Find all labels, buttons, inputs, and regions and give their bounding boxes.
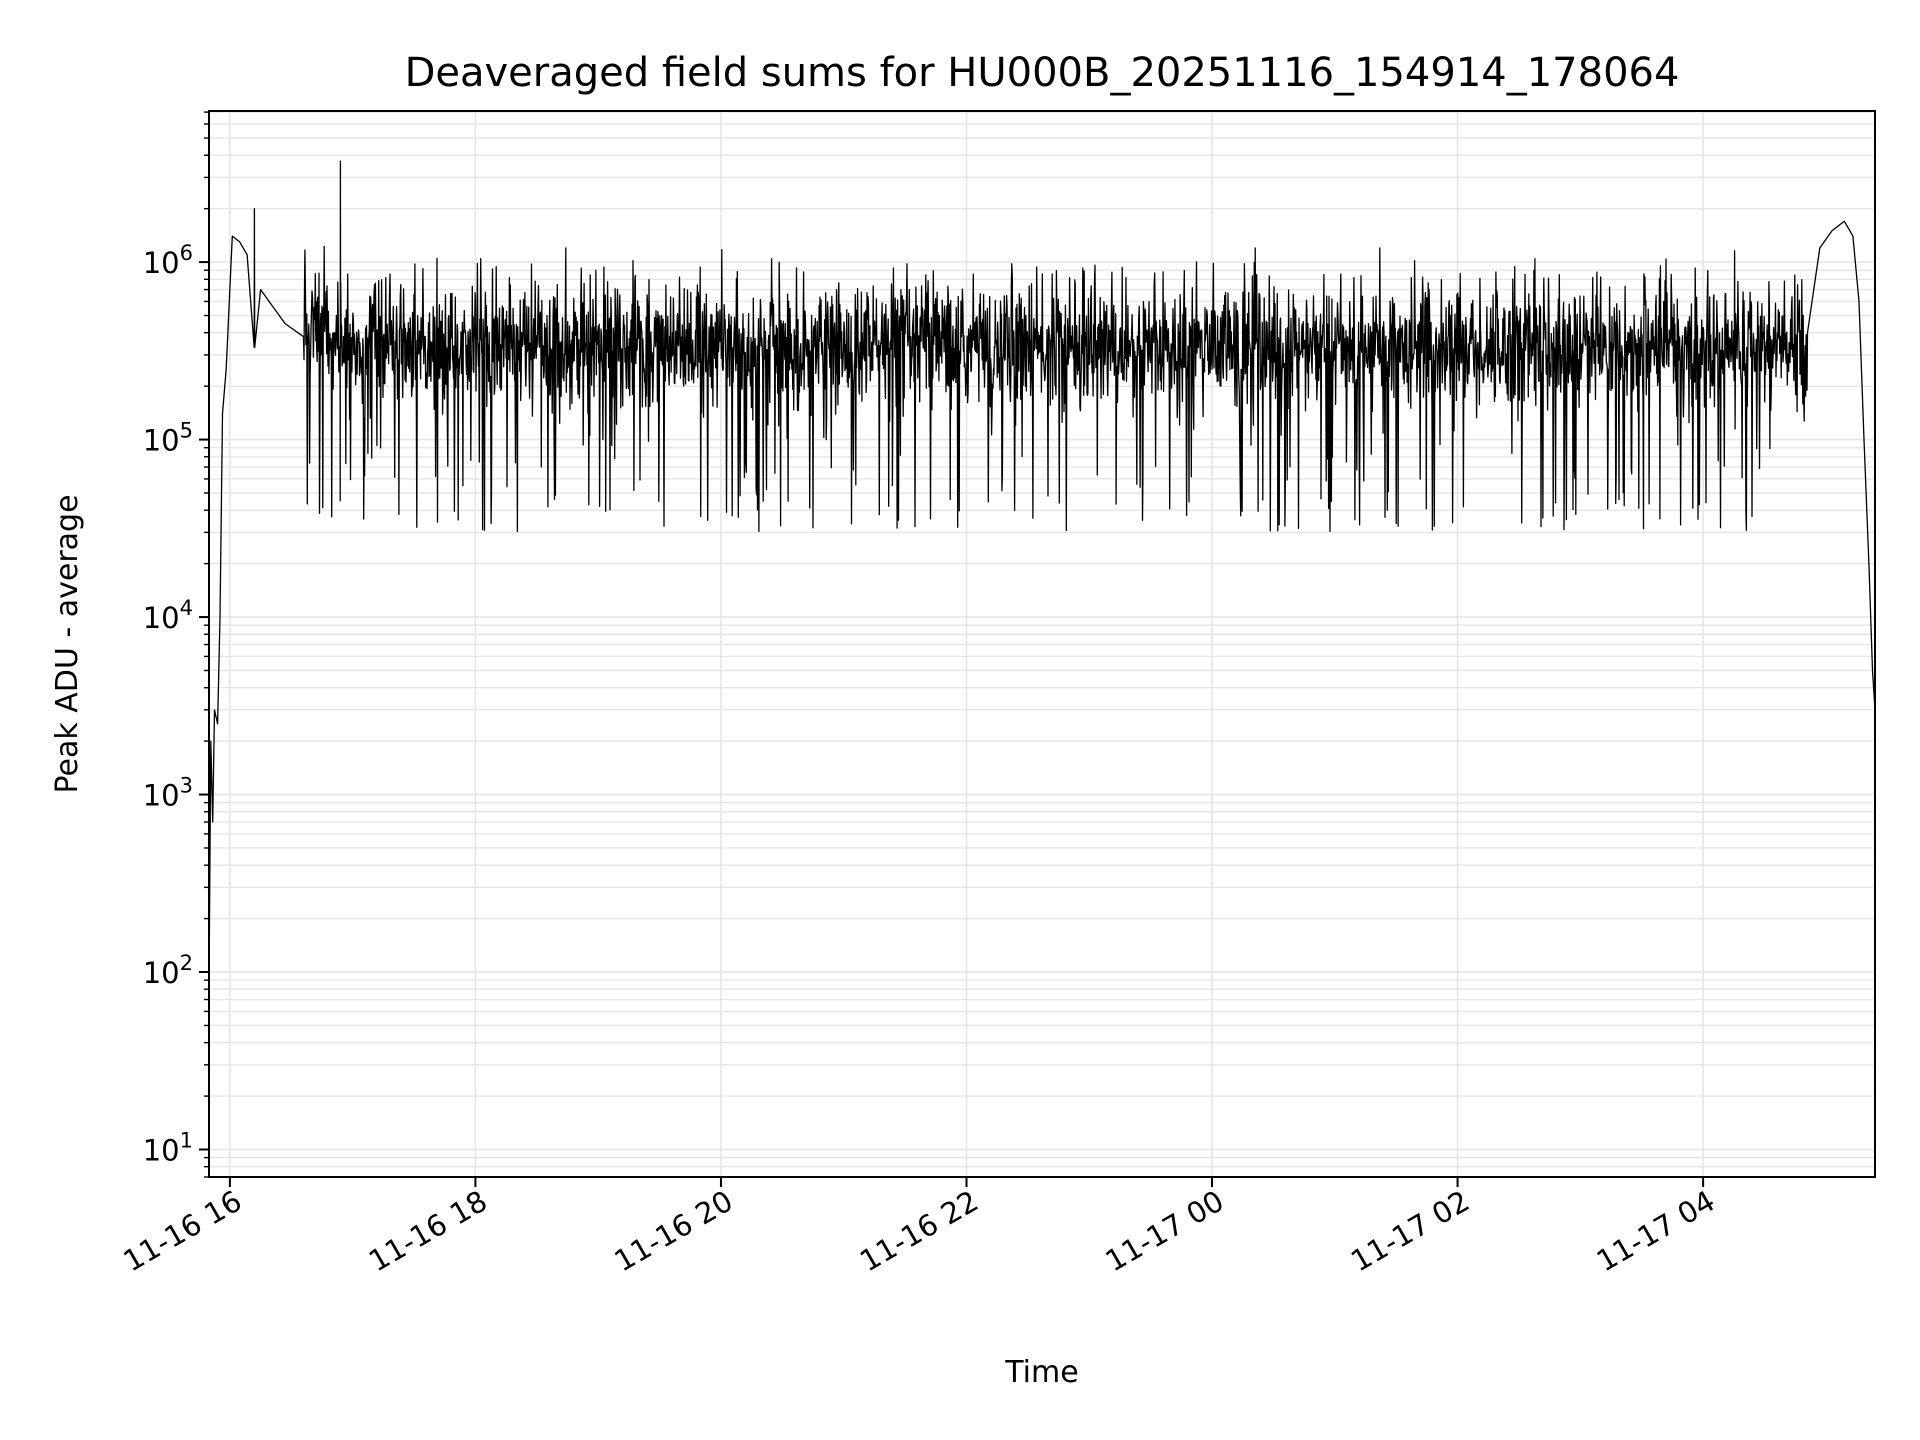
y-tick-label: 104 [143,596,193,635]
x-tick-label: 11-16 20 [609,1184,739,1279]
y-tick-label: 103 [143,774,193,813]
series-line [208,160,1876,990]
y-axis-label: Peak ADU - average [50,494,85,793]
chart-title: Deaveraged field sums for HU000B_2025111… [405,50,1680,96]
y-tick-label: 105 [143,419,193,458]
grid [209,111,1875,1178]
y-tick-label: 106 [143,241,193,280]
x-tick-label: 11-17 00 [1100,1184,1230,1279]
x-tick-label: 11-16 16 [117,1184,247,1279]
y-tick-label: 102 [143,951,193,990]
x-tick-label: 11-17 02 [1345,1184,1475,1279]
x-tick-label: 11-16 22 [854,1184,984,1279]
x-tick-label: 11-17 04 [1591,1184,1721,1279]
y-tick-label: 101 [143,1129,193,1168]
x-axis-label: Time [1004,1355,1078,1390]
x-tick-label: 11-16 18 [363,1184,493,1279]
